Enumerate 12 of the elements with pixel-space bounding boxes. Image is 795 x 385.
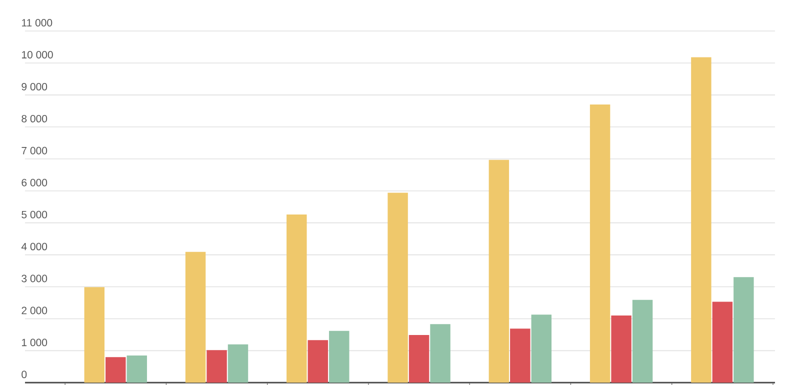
y-tick-label: 5 000: [22, 210, 48, 218]
y-tick-label: 3 000: [22, 274, 48, 282]
y-tick-label: 0: [22, 370, 27, 378]
y-tick-label: 10 000: [22, 51, 53, 58]
y-tick-label: 4 000: [21, 242, 48, 250]
y-tick-label: 2 000: [22, 306, 48, 314]
y-tick-label: 7 000: [22, 146, 48, 154]
y-tick-label: 11 000: [22, 19, 52, 26]
y-tick-label: 1 000: [22, 338, 48, 346]
y-tick-label: 9 000: [22, 82, 48, 90]
y-tick-label: 8 000: [22, 114, 48, 122]
y-tick-label: 6 000: [22, 178, 48, 186]
